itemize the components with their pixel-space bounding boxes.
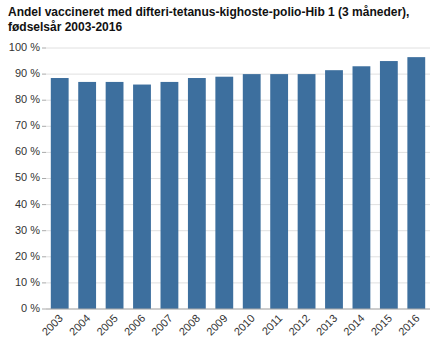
y-tick xyxy=(42,152,46,153)
grid-line xyxy=(46,152,430,153)
x-tick-label: 2004 xyxy=(67,312,93,338)
y-tick-label: 60 % xyxy=(15,145,40,157)
y-tick-label: 0 % xyxy=(21,302,40,314)
title-line: fødselsår 2003-2016 xyxy=(8,20,122,34)
x-tick-label: 2003 xyxy=(39,312,65,338)
y-tick xyxy=(42,74,46,75)
x-tick-label: 2009 xyxy=(204,312,230,338)
y-tick xyxy=(42,48,46,49)
y-tick xyxy=(42,126,46,127)
grid-line xyxy=(46,230,430,231)
x-tick-label: 2011 xyxy=(259,312,284,337)
bar xyxy=(298,74,316,309)
grid-line xyxy=(46,256,430,257)
bar xyxy=(161,82,179,309)
x-tick-label: 2008 xyxy=(176,312,202,338)
bar xyxy=(270,74,288,309)
x-tick-label: 2013 xyxy=(314,312,340,338)
grid-line xyxy=(46,48,430,49)
bar xyxy=(407,57,425,309)
y-tick xyxy=(42,309,46,310)
grid-line xyxy=(46,100,430,101)
y-tick-label: 100 % xyxy=(9,41,40,53)
x-tick-label: 2014 xyxy=(341,312,367,338)
bars xyxy=(51,57,425,309)
chart: Andel vaccineret med difteri-tetanus-kig… xyxy=(0,0,440,349)
y-tick-label: 70 % xyxy=(15,119,40,131)
y-axis: 0 % 10 % 20 % 30 % 40 % 50 % 60 % 70 % 80 % 90 % 1… xyxy=(9,41,46,314)
x-tick-label: 2012 xyxy=(286,312,312,338)
bar xyxy=(243,74,261,309)
y-tick-label: 10 % xyxy=(15,276,40,288)
y-tick xyxy=(42,256,46,257)
y-tick-label: 80 % xyxy=(15,93,40,105)
bar xyxy=(78,82,96,309)
bar xyxy=(353,66,371,309)
grid-line xyxy=(46,74,430,75)
bar xyxy=(133,85,151,309)
x-tick-label: 2005 xyxy=(94,312,120,338)
x-tick-label: 2016 xyxy=(396,312,422,338)
x-axis-line xyxy=(46,309,430,310)
y-tick xyxy=(42,282,46,283)
title-line: Andel vaccineret med difteri-tetanus-kig… xyxy=(8,5,409,19)
y-tick-label: 20 % xyxy=(15,250,40,262)
bar xyxy=(215,77,233,309)
y-tick xyxy=(42,100,46,101)
grid-line xyxy=(46,178,430,179)
y-tick-label: 40 % xyxy=(15,198,40,210)
y-tick-label: 30 % xyxy=(15,224,40,236)
x-tick-label: 2010 xyxy=(231,312,257,338)
bar xyxy=(325,70,343,309)
y-tick-label: 90 % xyxy=(15,67,40,79)
grid-line xyxy=(46,309,430,310)
grid-line xyxy=(46,282,430,283)
x-tick-label: 2007 xyxy=(149,312,175,338)
grid xyxy=(46,48,430,309)
bar xyxy=(106,82,124,309)
y-tick xyxy=(42,230,46,231)
grid-line xyxy=(46,126,430,127)
x-tick-label: 2015 xyxy=(368,312,394,338)
bar xyxy=(51,78,69,309)
y-tick-label: 50 % xyxy=(15,171,40,183)
y-tick xyxy=(42,204,46,205)
grid-line xyxy=(46,204,430,205)
x-axis: 2003200420052006200720082009201020112012… xyxy=(39,312,421,338)
y-tick xyxy=(42,178,46,179)
title: Andel vaccineret med difteri-tetanus-kig… xyxy=(8,5,409,34)
bar xyxy=(380,61,398,309)
x-tick-label: 2006 xyxy=(122,312,148,338)
bar xyxy=(188,78,206,309)
